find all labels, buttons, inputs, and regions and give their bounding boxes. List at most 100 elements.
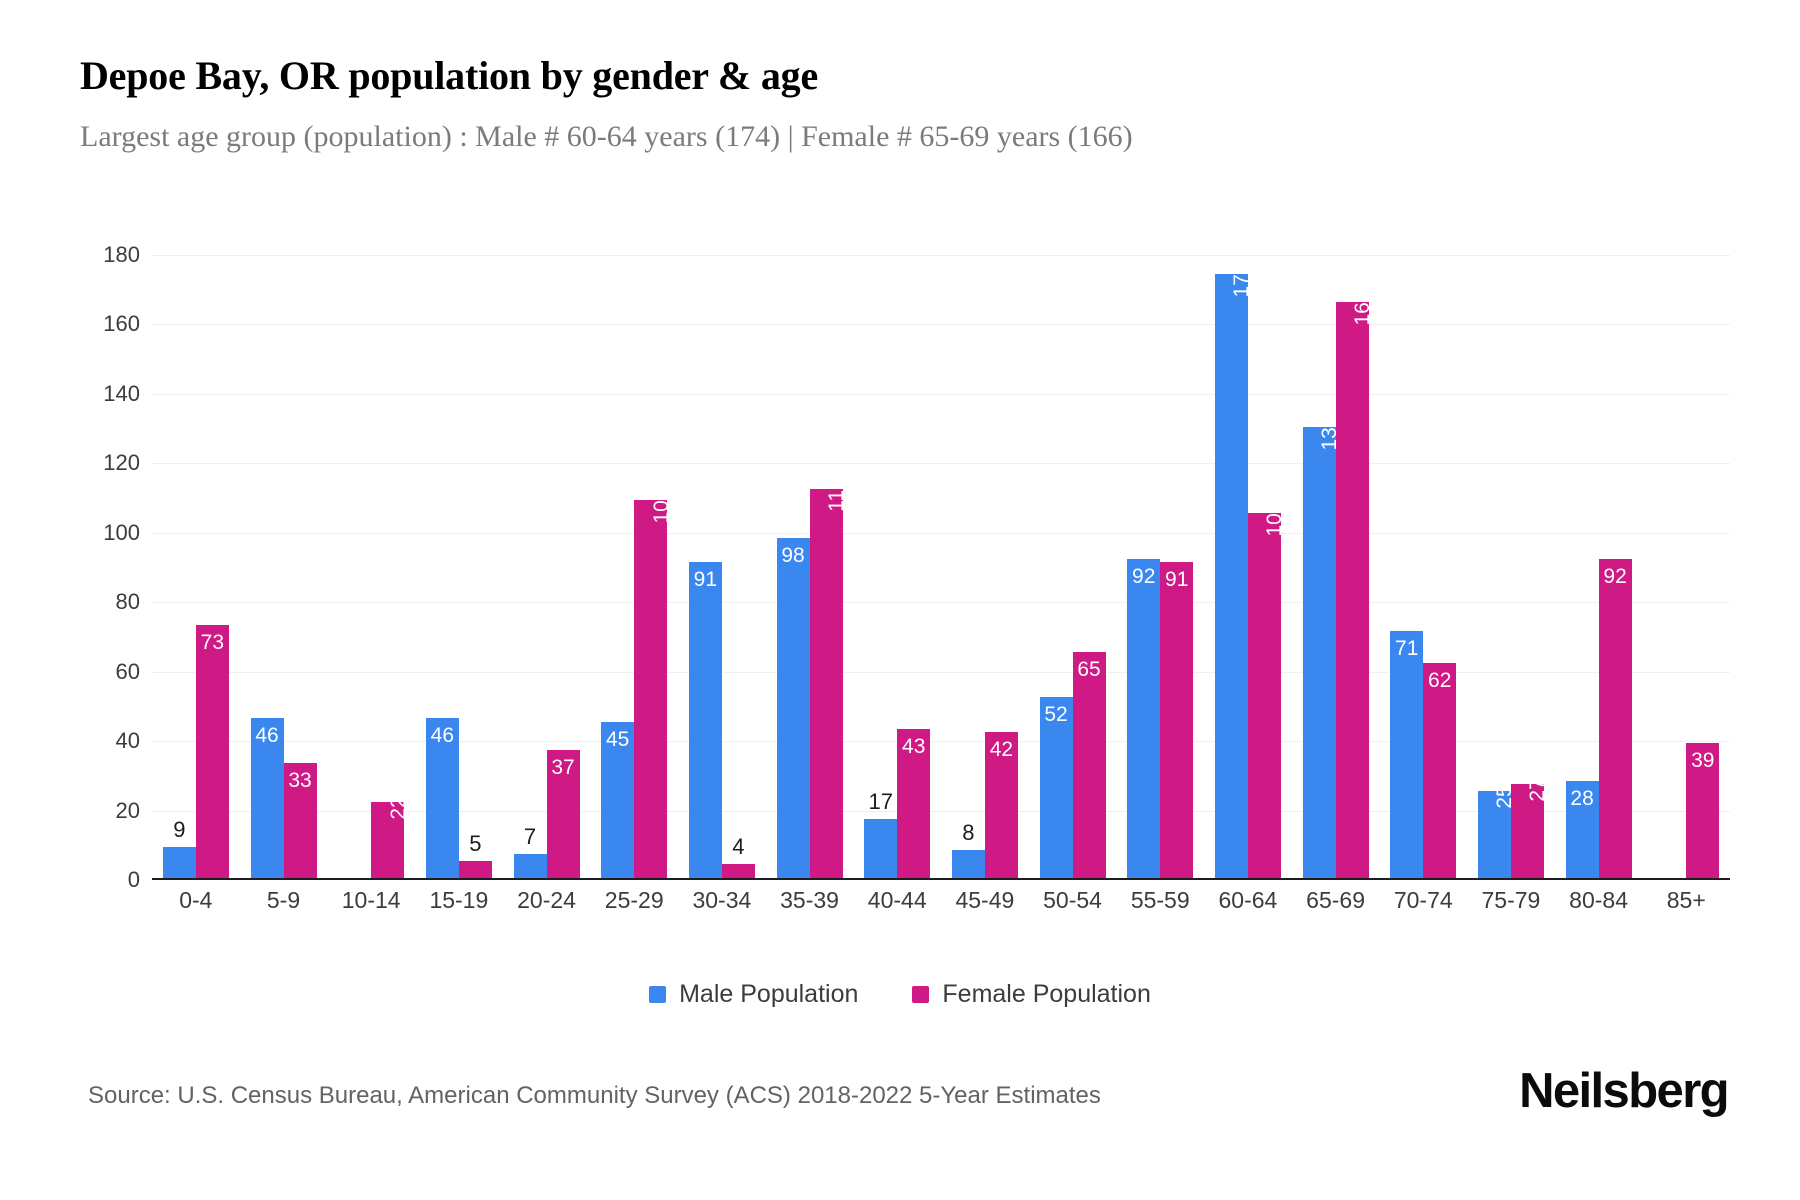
male-bar[interactable]: 28 [1565,780,1599,878]
male-bar[interactable]: 174 [1214,262,1253,878]
x-axis-tick-label: 30-34 [692,887,752,913]
bar-value-label: 45 [606,727,630,751]
x-axis-tick-label: 10-14 [341,887,401,913]
bar-value-label: 39 [1691,748,1715,772]
female-bar[interactable]: 43 [897,728,931,878]
male-bar[interactable]: 71 [1390,631,1424,878]
female-bar[interactable]: 73 [195,624,229,878]
y-axis-tick-label: 80 [115,589,140,615]
male-bar[interactable]: 130 [1302,415,1341,878]
y-axis-tick-label: 100 [103,519,140,545]
bar-value-label: 98 [781,543,805,567]
male-bar[interactable]: 7 [513,825,547,878]
x-axis-tick-label: 40-44 [867,887,927,913]
bar-value-label: 5 [469,830,482,856]
legend-item-male[interactable]: Male Population [649,980,858,1009]
bar-value-label: 92 [1132,564,1156,588]
gridline [152,393,1730,395]
female-bar[interactable]: 22 [371,796,410,878]
bar-group: 7 37 [503,255,591,878]
bar-value-label: 73 [200,630,225,654]
gridline [152,532,1730,534]
bar-value-label: 43 [902,734,926,758]
bar-value-label: 46 [255,724,279,748]
grid-area: 9 73 46 33 22 46 5 7 37 45 109 91 4 98 112 17 43 8 42 52 65 9… [152,255,1730,880]
female-bar[interactable]: 65 [1072,652,1106,878]
male-bar[interactable]: 46 [250,718,284,878]
legend-swatch-icon [912,986,930,1003]
female-bar[interactable]: 109 [634,488,673,878]
brand-logo: Neilsberg [1519,1064,1730,1118]
female-bar[interactable]: 37 [546,749,580,878]
female-bar[interactable]: 42 [984,732,1018,878]
bar-value-label: 4 [732,834,745,860]
bar-group: 17 43 [853,255,941,878]
bar-group: 91 4 [678,255,766,878]
bar-value-label: 65 [1077,658,1101,682]
legend-label: Male Population [679,980,859,1008]
bar-group: 39 [1642,255,1730,878]
chart-legend: Male Population Female Population [0,980,1800,1009]
x-axis: 0-4 5-9 10-14 15-19 20-24 25-29 30-34 35-39 40-4… [152,887,1730,914]
male-bar[interactable]: 8 [951,822,985,878]
bar-value-label: 17 [868,788,893,814]
female-bar[interactable]: 92 [1598,558,1632,878]
bar-value-label: 27 [1526,778,1550,802]
bar-value-label: 62 [1428,668,1452,692]
bar-group: 25 27 [1467,255,1555,878]
gridline [152,602,1730,604]
legend-item-female[interactable]: Female Population [912,980,1151,1009]
male-bar[interactable]: 91 [688,562,722,878]
bar-value-label: 112 [825,478,849,512]
x-axis-tick-label: 50-54 [1043,887,1102,913]
male-bar[interactable]: 17 [864,790,898,878]
y-axis-tick-label: 140 [103,380,140,406]
bar-group: 46 5 [415,255,503,878]
x-axis-tick-label: 65-69 [1306,887,1365,913]
bars-layer: 9 73 46 33 22 46 5 7 37 45 109 91 4 98 112 17 43 8 42 52 65 9… [152,255,1730,878]
bar-value-label: 91 [693,568,718,592]
bar-value-label: 92 [1603,564,1627,588]
x-axis-tick-label: 35-39 [780,887,839,913]
page-title: Depoe Bay, OR population by gender & age [80,53,818,98]
legend-swatch-icon [649,986,667,1003]
female-bar[interactable]: 27 [1510,779,1549,878]
bar-group: 45 109 [590,255,678,878]
bar-value-label: 42 [989,738,1014,762]
gridline [152,324,1730,326]
x-axis-tick-label: 60-64 [1218,887,1278,913]
x-axis-tick-label: 25-29 [604,887,664,913]
male-bar[interactable]: 46 [425,718,459,878]
female-bar[interactable]: 39 [1686,742,1720,878]
bar-group: 174 105 [1204,255,1292,878]
legend-label: Female Population [942,980,1151,1008]
male-bar[interactable]: 52 [1039,697,1073,878]
gridline [152,255,1730,256]
male-bar[interactable]: 98 [776,537,810,878]
female-bar[interactable]: 33 [283,763,317,878]
male-bar[interactable]: 92 [1127,558,1161,878]
x-axis-tick-label: 70-74 [1393,887,1453,913]
source-note: Source: U.S. Census Bureau, American Com… [88,1082,1101,1109]
bar-value-label: 33 [288,769,312,793]
x-axis-tick-label: 15-19 [429,887,489,913]
female-bar[interactable]: 91 [1160,562,1194,878]
gridline [152,810,1730,812]
male-bar[interactable]: 25 [1477,786,1516,878]
female-bar[interactable]: 166 [1335,290,1374,878]
female-bar[interactable]: 4 [721,836,755,878]
chart-plot-area: 0 20 40 60 80 100 120 140 160 180 9 73 46 33 22 46 5 7 37… [80,242,1730,915]
female-bar[interactable]: 105 [1247,502,1286,878]
female-bar[interactable]: 112 [809,478,848,878]
male-bar[interactable]: 45 [601,721,635,878]
y-axis-tick-label: 160 [103,311,140,337]
female-bar[interactable]: 5 [458,832,492,878]
bar-value-label: 109 [649,488,673,524]
male-bar[interactable]: 9 [162,818,196,878]
bar-value-label: 91 [1165,568,1189,592]
female-bar[interactable]: 62 [1423,662,1457,878]
x-axis-tick-label: 80-84 [1569,887,1628,913]
bar-group: 8 42 [941,255,1029,878]
bar-group: 28 92 [1555,255,1643,878]
